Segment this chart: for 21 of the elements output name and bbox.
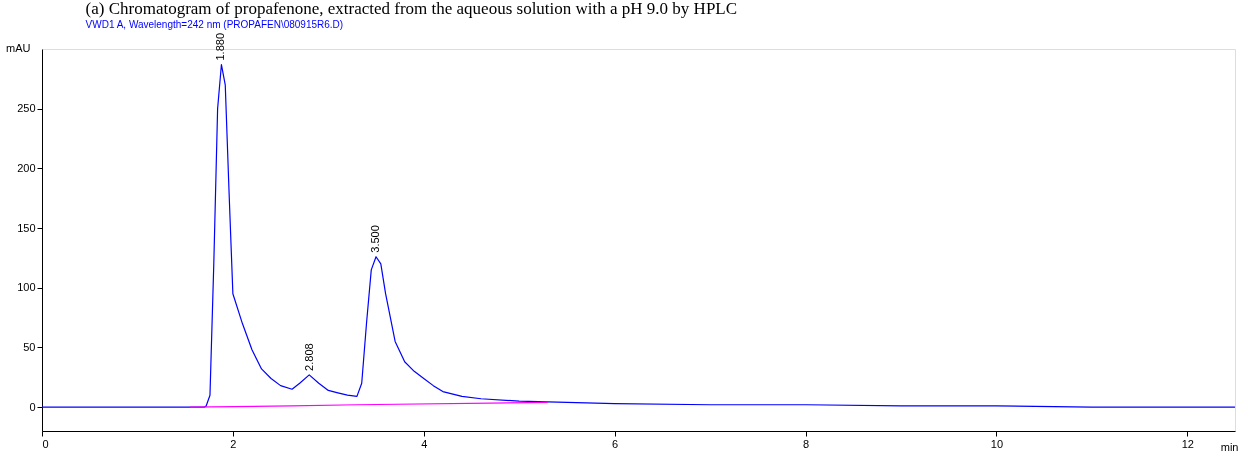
y-tick-label: 100	[17, 281, 36, 294]
chart-title: (a) Chromatogram of propafenone, extracted from the aqueous solution with a pH 9.0 by HPLC	[85, 0, 738, 18]
x-tick-label: 0	[42, 437, 49, 450]
y-tick-label: 200	[17, 161, 36, 174]
x-tick-label: 2	[230, 437, 237, 450]
annotation: 3.500	[369, 225, 382, 253]
y-tick-label: 50	[23, 340, 36, 353]
annotation: 1.880	[214, 32, 227, 61]
y-axis-title: mAU	[6, 41, 31, 54]
chart-subtitle: VWD1 A, Wavelength=242 nm (PROPAFEN\080915R6.D)	[85, 18, 344, 30]
x-tick-label: 4	[421, 437, 428, 450]
y-tick-label: 150	[17, 221, 36, 234]
x-tick-label: 10	[990, 437, 1004, 450]
y-tick-label: 0	[29, 400, 36, 413]
y-tick-label: 250	[17, 102, 36, 115]
annotation: 2.808	[303, 343, 315, 371]
x-tick-label: 8	[802, 437, 810, 450]
x-axis-title: min	[1220, 440, 1239, 453]
line-series	[42, 63, 1235, 408]
x-tick-label: 12	[1181, 437, 1194, 450]
x-tick-label: 6	[612, 437, 619, 450]
